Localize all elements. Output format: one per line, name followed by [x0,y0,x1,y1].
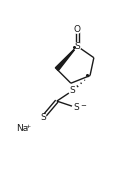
Text: +: + [26,124,31,129]
Text: Na: Na [16,124,28,133]
Text: S: S [40,113,46,122]
Circle shape [39,114,46,121]
Text: S: S [73,103,79,112]
Circle shape [74,43,81,50]
Text: −: − [80,103,86,108]
Text: S: S [69,86,75,95]
Circle shape [72,104,80,111]
Circle shape [69,88,75,94]
Text: S: S [74,42,80,51]
Polygon shape [55,46,77,70]
Text: O: O [74,25,81,34]
Circle shape [74,26,81,33]
